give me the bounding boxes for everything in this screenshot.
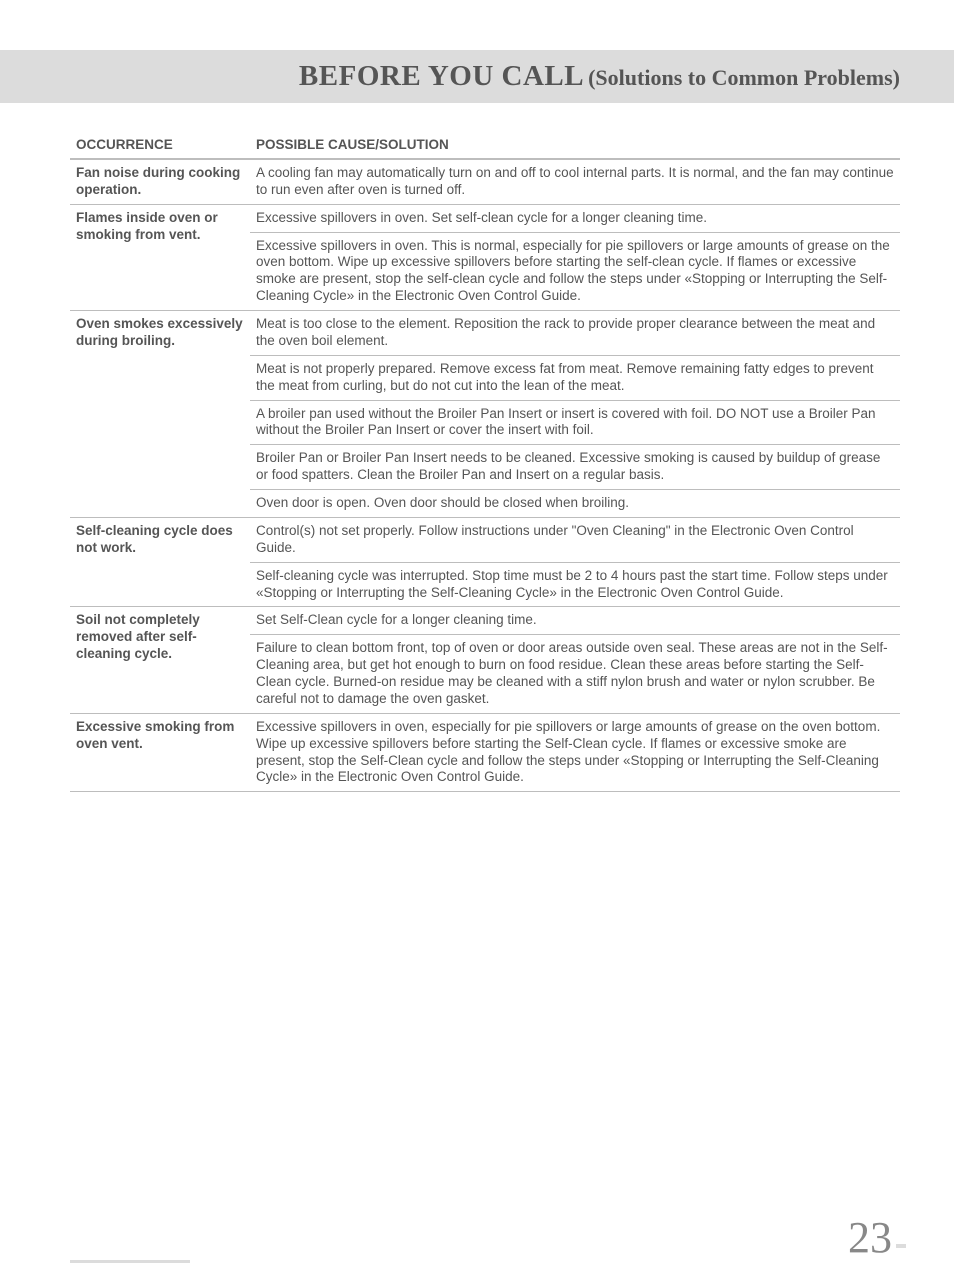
table-row: Excessive smoking from oven vent.Excessi… [70,713,900,792]
table-row: Oven smokes excessively during broiling.… [70,311,900,356]
solution-cell: Oven door is open. Oven door should be c… [250,490,900,518]
table-row: Soil not completely removed after self-c… [70,607,900,635]
table-row: Self-cleaning cycle does not work.Contro… [70,517,900,562]
solution-cell: Excessive spillovers in oven, especially… [250,713,900,792]
footer-left-bar [70,1260,190,1263]
occurrence-cell: Flames inside oven or smoking from vent. [70,204,250,310]
solution-cell: Failure to clean bottom front, top of ov… [250,635,900,714]
page-header: BEFORE YOU CALL (Solutions to Common Pro… [0,50,954,103]
occurrence-cell: Self-cleaning cycle does not work. [70,517,250,607]
solution-cell: A broiler pan used without the Broiler P… [250,400,900,445]
solution-cell: Meat is not properly prepared. Remove ex… [250,355,900,400]
troubleshoot-table: OCCURRENCE POSSIBLE CAUSE/SOLUTION Fan n… [70,133,900,792]
table-header-row: OCCURRENCE POSSIBLE CAUSE/SOLUTION [70,133,900,159]
occurrence-cell: Oven smokes excessively during broiling. [70,311,250,518]
solution-cell: Control(s) not set properly. Follow inst… [250,517,900,562]
solution-cell: A cooling fan may automatically turn on … [250,159,900,204]
page-number: 23 [848,1212,892,1263]
footer-tick [896,1244,906,1248]
solution-cell: Set Self-Clean cycle for a longer cleani… [250,607,900,635]
page-title-sub: (Solutions to Common Problems) [588,65,900,90]
solution-cell: Excessive spillovers in oven. This is no… [250,232,900,311]
solution-cell: Self-cleaning cycle was interrupted. Sto… [250,562,900,607]
occurrence-cell: Soil not completely removed after self-c… [70,607,250,713]
table-row: Fan noise during cooking operation.A coo… [70,159,900,204]
solution-cell: Meat is too close to the element. Reposi… [250,311,900,356]
page-title-main: BEFORE YOU CALL [299,60,584,92]
solution-cell: Excessive spillovers in oven. Set self-c… [250,204,900,232]
occurrence-cell: Excessive smoking from oven vent. [70,713,250,792]
table-body: Fan noise during cooking operation.A coo… [70,159,900,792]
footer: 23 [848,1212,906,1263]
solution-cell: Broiler Pan or Broiler Pan Insert needs … [250,445,900,490]
content-area: OCCURRENCE POSSIBLE CAUSE/SOLUTION Fan n… [0,103,954,792]
occurrence-cell: Fan noise during cooking operation. [70,159,250,204]
col-header-occurrence: OCCURRENCE [70,133,250,159]
table-row: Flames inside oven or smoking from vent.… [70,204,900,232]
col-header-solution: POSSIBLE CAUSE/SOLUTION [250,133,900,159]
